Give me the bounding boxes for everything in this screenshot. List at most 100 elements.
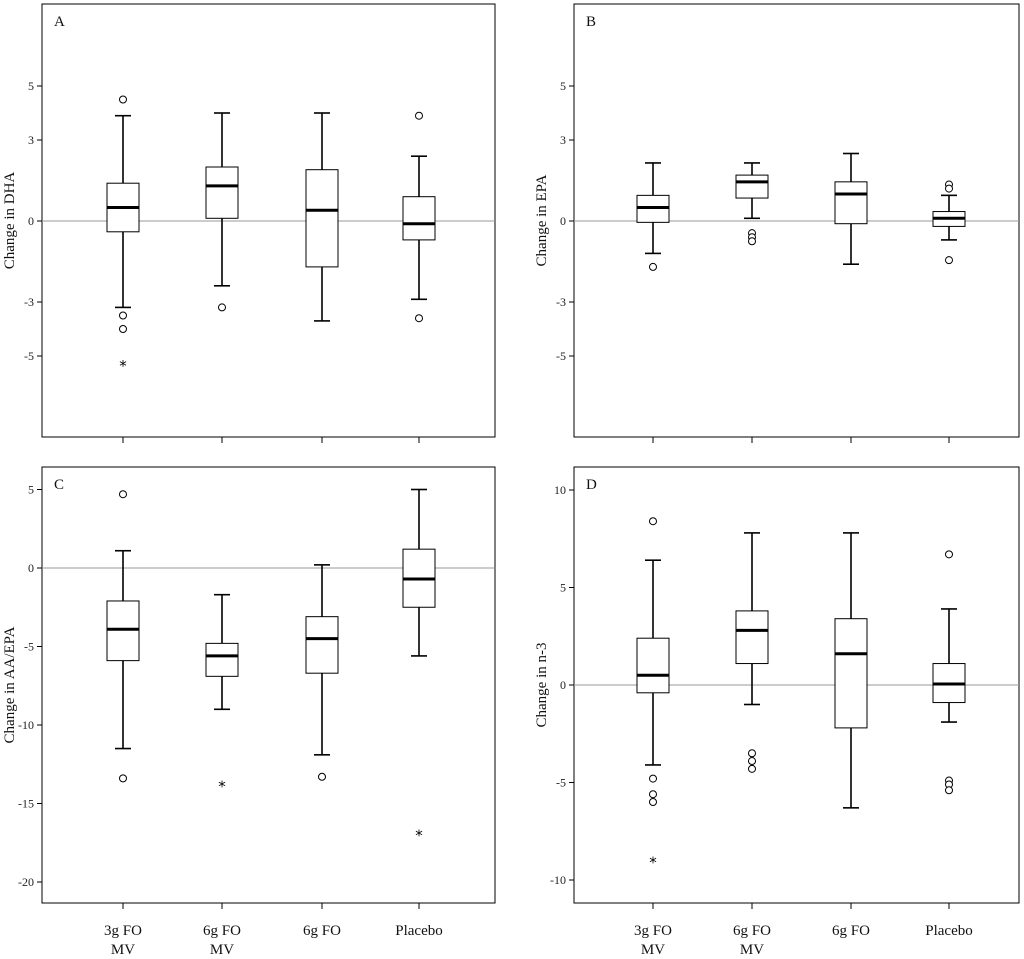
box-placebo [932, 550, 966, 795]
panel-letter: B [586, 14, 596, 30]
y-axis-label: Change in AA/EPA [2, 626, 18, 743]
category-label: 3g FO [104, 923, 142, 939]
panel-a: A 5 3 0 -3 -5 Change in DHA * [2, 3, 496, 443]
category-label-line2: MV [111, 942, 135, 958]
outlier-point [119, 774, 127, 783]
outlier-point [318, 772, 326, 781]
box-6g-fo [834, 532, 868, 809]
category-label-line2: MV [740, 942, 764, 958]
y-tick-label: -5 [556, 776, 566, 790]
category-label-line2: MV [210, 942, 234, 958]
outlier-point [119, 95, 127, 104]
y-tick-label: 0 [560, 678, 566, 692]
y-tick-label: 0 [560, 214, 566, 228]
box-6g-fo-mv: * [205, 593, 239, 796]
panel-b: B 5 3 0 -3 -5 Change in EPA [534, 3, 1020, 443]
outlier-point [748, 757, 756, 766]
y-tick-label: -10 [18, 718, 34, 732]
outlier-point [415, 314, 423, 323]
y-tick-label: 0 [28, 561, 34, 575]
box-3g-fo-mv: * [636, 517, 670, 872]
outlier-point [945, 256, 953, 265]
category-label: 6g FO [203, 923, 241, 939]
iqr-box [735, 610, 769, 665]
extreme-point: * [649, 854, 657, 872]
outlier-point [119, 311, 127, 320]
y-tick-label: -10 [550, 873, 566, 887]
extreme-point: * [218, 778, 226, 796]
iqr-box [735, 174, 769, 199]
panel-d: D 10 5 0 -5 -10 Change in n-3 * [534, 466, 1020, 909]
box-placebo: * [402, 488, 436, 844]
outlier-point [945, 550, 953, 559]
outlier-point [649, 790, 657, 799]
plot-frame [41, 466, 496, 904]
outlier-point [748, 237, 756, 246]
category-label-line2: MV [641, 942, 665, 958]
iqr-box [305, 616, 339, 674]
box-6g-fo [305, 564, 339, 781]
iqr-box [636, 637, 670, 694]
y-tick-label: 10 [554, 483, 566, 497]
category-label: 6g FO [733, 923, 771, 939]
y-tick-label: -5 [24, 349, 34, 363]
iqr-box [205, 642, 239, 677]
y-tick-label: -20 [18, 875, 34, 889]
iqr-box [834, 181, 868, 225]
box-6g-fo [834, 152, 868, 266]
y-tick-label: 5 [28, 483, 34, 497]
iqr-box [305, 169, 339, 268]
y-axis-label: Change in DHA [2, 172, 18, 270]
outlier-point [119, 490, 127, 499]
box-6g-fo-mv [205, 112, 239, 312]
box-placebo [932, 180, 966, 265]
outlier-point [748, 764, 756, 773]
y-axis-label: Change in EPA [534, 174, 550, 266]
iqr-box [205, 166, 239, 219]
box-3g-fo-mv [106, 490, 140, 783]
outlier-point [649, 798, 657, 806]
extreme-point: * [415, 826, 423, 844]
outlier-point [119, 325, 127, 333]
y-tick-label: 5 [28, 79, 34, 93]
outlier-point [649, 774, 657, 783]
box-3g-fo-mv [636, 162, 670, 271]
y-tick-label: 3 [28, 133, 34, 147]
y-axis-label: Change in n-3 [534, 643, 550, 728]
iqr-box [106, 600, 140, 662]
extreme-point: * [119, 357, 127, 375]
outlier-point [748, 749, 756, 758]
panel-c: C 5 0 -5 -10 -15 -20 Change in AA/EPA * * [2, 466, 496, 909]
outlier-point [415, 111, 423, 120]
category-label: 3g FO [634, 923, 672, 939]
category-label: 6g FO [303, 923, 341, 939]
category-label: Placebo [395, 923, 442, 939]
iqr-box [834, 618, 868, 729]
y-tick-label: -5 [556, 349, 566, 363]
y-tick-label: -3 [24, 295, 34, 309]
box-3g-fo-mv: * [106, 95, 140, 375]
panel-letter: A [54, 14, 65, 30]
outlier-point [945, 786, 953, 795]
y-tick-label: -5 [24, 640, 34, 654]
panel-letter: D [586, 477, 597, 493]
category-label: 6g FO [832, 923, 870, 939]
outlier-point [649, 262, 657, 271]
category-label: Placebo [925, 923, 972, 939]
y-tick-label: 5 [560, 581, 566, 595]
box-6g-fo [305, 112, 339, 322]
panel-letter: C [54, 477, 64, 493]
y-tick-label: 5 [560, 79, 566, 93]
y-tick-label: -3 [556, 295, 566, 309]
y-tick-label: 0 [28, 214, 34, 228]
box-6g-fo-mv [735, 532, 769, 773]
iqr-box [402, 196, 436, 241]
box-placebo [402, 111, 436, 323]
outlier-point [649, 517, 657, 526]
y-tick-label: 3 [560, 133, 566, 147]
box-6g-fo-mv [735, 162, 769, 246]
outlier-point [945, 184, 953, 193]
outlier-point [218, 303, 226, 312]
y-tick-label: -15 [18, 797, 34, 811]
